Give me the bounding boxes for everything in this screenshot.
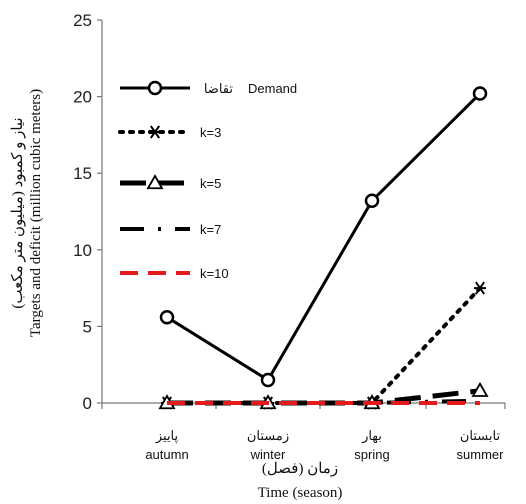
legend-marker-1-stroke-2 (149, 125, 161, 139)
series-line-0 (166, 92, 482, 382)
y-tick-label-3: 15 (73, 164, 92, 183)
x-category-fa-0: پاییز (155, 428, 179, 444)
x-category-en-2: spring (354, 447, 389, 462)
y-axis-label-en: Targets and deficit (million cubic meter… (28, 89, 44, 337)
x-axis-label-fa: زمان (فصل) (262, 461, 338, 477)
series-0-marker-2 (364, 193, 380, 209)
y-axis-label-fa: نیاز و کمبود (میلیون متر مکعب) (10, 117, 26, 308)
y-tick-label-2: 10 (73, 241, 92, 260)
x-axis-label-en: Time (season) (258, 485, 343, 501)
y-tick-label-1: 5 (83, 317, 92, 336)
legend-label-4: k=10 (200, 266, 229, 281)
y-tick-label-0: 0 (83, 394, 92, 413)
series-0 (159, 86, 488, 388)
legend-marker-2 (146, 174, 164, 190)
x-category-en-3: summer (457, 447, 505, 462)
series-1-marker-3 (474, 281, 486, 295)
x-category-fa-3: تابستان (460, 428, 501, 443)
legend-label-fa-0: تقاضا (204, 81, 234, 96)
series-1-marker-3-stroke-2 (474, 281, 486, 295)
x-categories: پاییز autumn زمستان winter بهار spring تابستان… (145, 428, 504, 462)
series-2-marker-3 (471, 381, 489, 397)
legend-label-3: k=7 (200, 222, 221, 237)
y-ticks: 0 5 10 15 20 25 (73, 11, 102, 413)
legend-label-2: k=5 (200, 176, 221, 191)
series-0-marker-1 (260, 372, 276, 388)
legend-label-en-0: Demand (248, 81, 297, 96)
legend: تقاضا Demand k=3 k=5 k=7 k=10 (118, 80, 297, 281)
legend-marker-1 (149, 125, 161, 139)
series-0-marker-0 (159, 309, 175, 325)
series-layer (158, 86, 489, 410)
axes (101, 20, 506, 409)
y-tick-label-4: 20 (73, 88, 92, 107)
legend-label-1: k=3 (200, 125, 221, 140)
x-category-en-1: winter (250, 447, 286, 462)
x-category-fa-1: زمستان (247, 428, 289, 444)
x-category-en-0: autumn (145, 447, 188, 462)
series-0-marker-3 (472, 86, 488, 101)
legend-marker-0 (147, 80, 163, 96)
x-category-fa-2: بهار (361, 428, 382, 444)
y-tick-label-5: 25 (73, 11, 92, 30)
